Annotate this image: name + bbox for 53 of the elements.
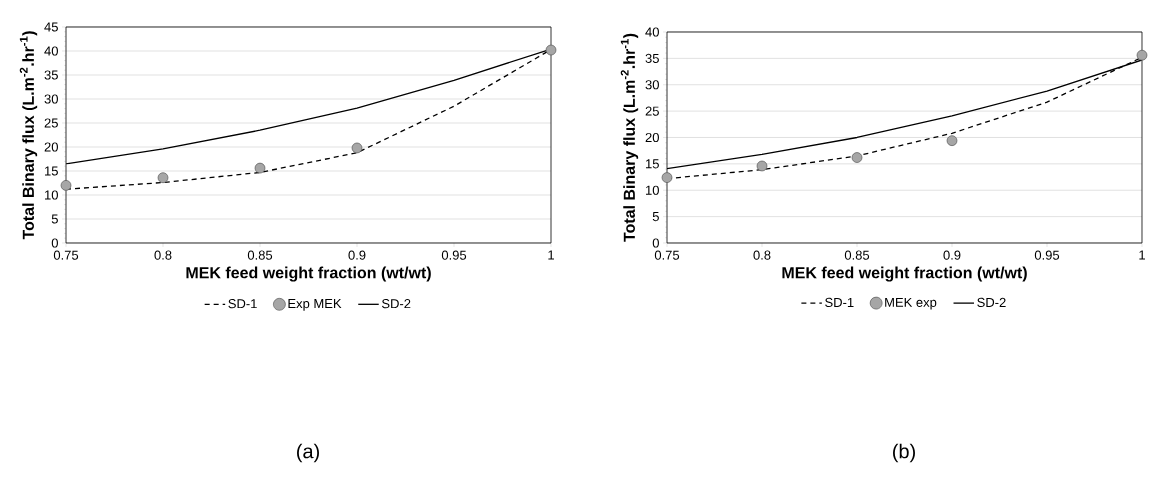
x-axis-title: MEK feed weight fraction (wt/wt) [186,266,431,282]
x-tick-label: 0.85 [844,250,870,260]
x-tick-label: 1 [548,250,554,260]
y-tick-label: 45 [44,22,58,32]
y-tick-label: 5 [51,214,58,224]
y-tick-label: 30 [44,94,58,104]
point [545,44,557,56]
y-tick-label: 10 [646,185,659,195]
y-tick-label: 5 [652,212,659,222]
x-tick-label: 1 [1139,250,1145,260]
x-tick-label: 0.9 [943,250,961,260]
x-tick-label: 0.75 [654,250,680,260]
x-tick-label: 0.95 [1034,250,1060,260]
text: (a) [297,443,319,463]
legend-label: SD-2 [977,297,1006,308]
legend-label: MEK exp [885,297,937,310]
point [254,162,266,174]
y-tick-label: 0 [51,238,58,248]
x-tick-label: 0.8 [753,250,771,260]
point [851,152,863,163]
legend-label: SD-1 [825,297,854,308]
y-tick-label: 40 [44,46,58,56]
y-axis-title: Total Binary flux (L.m$^{-2}$.hr$^{-1}$) [620,33,639,242]
x-tick-label: 0.95 [441,250,467,260]
point [157,172,169,184]
y-tick-label: 20 [645,132,659,143]
x-tick-label: 0.85 [247,250,273,260]
point [661,172,673,183]
point [351,142,363,154]
legend-label: SD-2 [381,299,411,309]
y-tick-label: 35 [44,70,58,80]
x-tick-label: 0.8 [154,250,172,260]
x-axis-title: MEK feed weight fraction (wt/wt) [782,266,1027,282]
point [946,135,958,146]
y-tick-label: 15 [45,166,58,176]
point [756,160,768,172]
y-tick-label: 20 [44,142,58,152]
point [1136,49,1148,61]
y-tick-label: 15 [646,159,659,169]
y-tick-label: 0 [652,238,659,248]
y-axis-title: Total Binary flux (L.m$^{-2}$.hr$^{-1}$) [19,31,38,240]
x-tick-label: 0.75 [53,250,79,260]
y-tick-label: 25 [44,118,58,128]
legend-label: Exp MEK [288,299,342,311]
y-tick-label: 40 [645,27,659,37]
point [60,180,72,191]
y-tick-label: 10 [45,190,58,200]
legend-label: SD-1 [228,299,257,309]
y-tick-label: 35 [645,53,659,63]
y-tick-label: 25 [645,106,659,116]
x-tick-label: 0.9 [348,250,366,260]
text: (b) [893,443,915,463]
y-tick-label: 30 [645,80,659,90]
